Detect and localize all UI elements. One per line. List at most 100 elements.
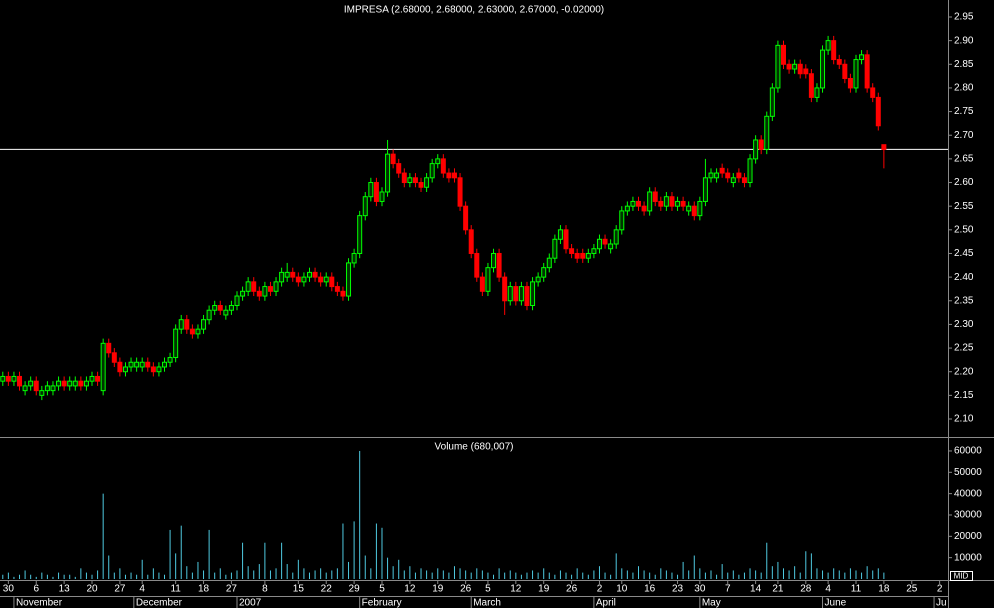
volume-bar xyxy=(191,572,193,579)
candle-body xyxy=(502,276,508,302)
candle-body xyxy=(262,286,268,297)
period-box xyxy=(950,571,973,581)
candle-body xyxy=(306,271,312,278)
volume-bar xyxy=(582,572,584,579)
month-label: Ju xyxy=(936,598,947,608)
volume-bar xyxy=(559,570,561,579)
candle-body xyxy=(736,172,742,179)
candle-body xyxy=(463,205,469,231)
candle-body xyxy=(44,385,50,392)
candle-body xyxy=(714,172,720,179)
candle-body xyxy=(563,229,569,250)
volume-bar xyxy=(426,570,428,579)
volume-tick-label: 30000 xyxy=(954,510,982,521)
candle-body xyxy=(162,361,168,368)
candle-body xyxy=(875,96,881,127)
volume-bar xyxy=(777,561,779,579)
x-tick-label: 22 xyxy=(321,584,333,595)
month-label: May xyxy=(702,598,721,608)
candle-body xyxy=(786,63,792,70)
candle-body xyxy=(636,200,642,207)
candle-body xyxy=(741,177,747,184)
candle-body xyxy=(72,380,78,387)
y-tick-label: 2.55 xyxy=(954,201,974,212)
candle-body xyxy=(418,182,424,188)
volume-bar xyxy=(325,572,327,579)
volume-bar xyxy=(861,572,863,579)
candle-body xyxy=(574,252,580,259)
volume-bar xyxy=(141,559,143,579)
volume-bar xyxy=(710,570,712,579)
volume-bar xyxy=(738,574,740,579)
volume-bar xyxy=(771,566,773,579)
candle-body xyxy=(184,319,190,330)
volume-bar xyxy=(654,574,656,579)
candle-body xyxy=(100,342,106,392)
candle-body xyxy=(267,286,273,292)
x-tick-label: 30 xyxy=(694,584,706,595)
volume-bar xyxy=(721,564,723,579)
volume-bar xyxy=(297,559,299,579)
volume-bar xyxy=(515,572,517,579)
candle-body xyxy=(468,229,474,254)
volume-bar xyxy=(130,572,132,579)
volume-bar xyxy=(41,572,43,579)
x-tick-label: 12 xyxy=(404,584,416,595)
volume-bar xyxy=(649,572,651,579)
volume-bar xyxy=(359,450,361,579)
candle-body xyxy=(853,59,859,89)
candle-body xyxy=(351,252,357,264)
y-tick-label: 2.70 xyxy=(954,130,974,141)
month-label: June xyxy=(825,598,847,608)
candle-body xyxy=(156,366,162,373)
candle-body xyxy=(831,40,837,61)
volume-bar xyxy=(175,553,177,579)
volume-bar xyxy=(504,572,506,579)
volume-bar xyxy=(571,574,573,579)
candle-body xyxy=(825,40,831,51)
candle-body xyxy=(178,319,184,330)
volume-bar xyxy=(526,572,528,579)
volume-bar xyxy=(398,559,400,579)
volume-bar xyxy=(214,572,216,579)
candle-body xyxy=(803,68,809,75)
candle-body xyxy=(228,304,234,311)
candle-body xyxy=(663,196,669,207)
volume-bar xyxy=(532,570,534,579)
volume-bar xyxy=(320,568,322,579)
candle-body xyxy=(424,177,430,188)
y-tick-label: 2.15 xyxy=(954,390,974,401)
volume-bar xyxy=(693,555,695,579)
candle-body xyxy=(346,262,352,297)
candle-body xyxy=(780,44,786,65)
x-tick-label: 7 xyxy=(725,584,731,595)
volume-bar xyxy=(766,542,768,579)
volume-bar xyxy=(498,568,500,579)
volume-bar xyxy=(626,570,628,579)
candle-body xyxy=(56,380,62,387)
volume-bar xyxy=(727,572,729,579)
candle-body xyxy=(28,380,34,387)
x-tick-label: 18 xyxy=(198,584,210,595)
candle-body xyxy=(730,177,736,184)
x-tick-label: 6 xyxy=(33,584,39,595)
volume-bar xyxy=(799,572,801,579)
candle-body xyxy=(195,328,201,335)
volume-bar xyxy=(186,566,188,579)
volume-bar xyxy=(108,555,110,579)
y-tick-label: 2.90 xyxy=(954,35,974,46)
x-tick-label: 4 xyxy=(825,584,831,595)
volume-bar xyxy=(353,521,355,579)
candle-body xyxy=(106,342,112,354)
candle-body xyxy=(78,380,84,387)
candle-body xyxy=(680,200,686,207)
x-tick-label: 12 xyxy=(510,584,522,595)
volume-bar xyxy=(660,568,662,579)
volume-bar xyxy=(838,570,840,579)
candle-body xyxy=(474,252,480,278)
candle-body xyxy=(451,172,457,179)
volume-bar xyxy=(2,574,4,579)
x-tick-label: 15 xyxy=(293,584,305,595)
volume-bar xyxy=(375,523,377,579)
candle-body xyxy=(67,380,73,387)
